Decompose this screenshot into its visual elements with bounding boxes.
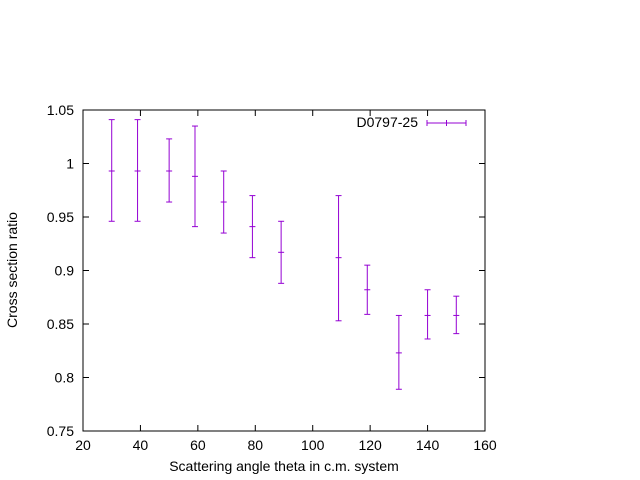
data-series [108,119,460,390]
y-axis-label: Cross section ratio [4,212,20,328]
x-tick-label: 40 [133,437,149,453]
data-point [424,289,431,340]
data-point [453,295,460,335]
data-point [395,314,402,390]
y-tick-label: 0.75 [47,423,74,439]
y-axis: 0.75 0.8 0.85 0.9 0.95 1 1.05 [47,102,485,439]
x-tick-label: 160 [473,437,497,453]
data-point [108,119,115,222]
data-point [134,119,141,222]
plot-frame [82,109,486,432]
x-tick-label: 60 [190,437,206,453]
data-point [364,264,371,315]
data-point [335,195,342,322]
y-tick-label: 0.95 [47,209,74,225]
x-tick-label: 140 [416,437,440,453]
data-point [166,138,173,203]
x-tick-label: 80 [247,437,263,453]
legend-sample [426,120,467,126]
data-point [220,170,227,234]
data-point [278,220,285,284]
y-tick-label: 0.85 [47,316,74,332]
data-point [191,125,198,228]
y-tick-label: 0.9 [55,263,75,279]
y-tick-label: 1.05 [47,102,74,118]
x-tick-label: 100 [301,437,325,453]
x-tick-label: 120 [358,437,382,453]
y-tick-label: 0.8 [55,370,75,386]
legend: D0797-25 [357,114,467,130]
legend-label: D0797-25 [357,114,419,130]
x-axis-label: Scattering angle theta in c.m. system [169,458,399,474]
x-axis: 20 40 60 80 100 120 140 160 [75,110,497,453]
legend-marker [426,120,467,126]
data-point [249,195,256,259]
x-tick-label: 20 [75,437,91,453]
y-tick-label: 1 [66,156,74,172]
